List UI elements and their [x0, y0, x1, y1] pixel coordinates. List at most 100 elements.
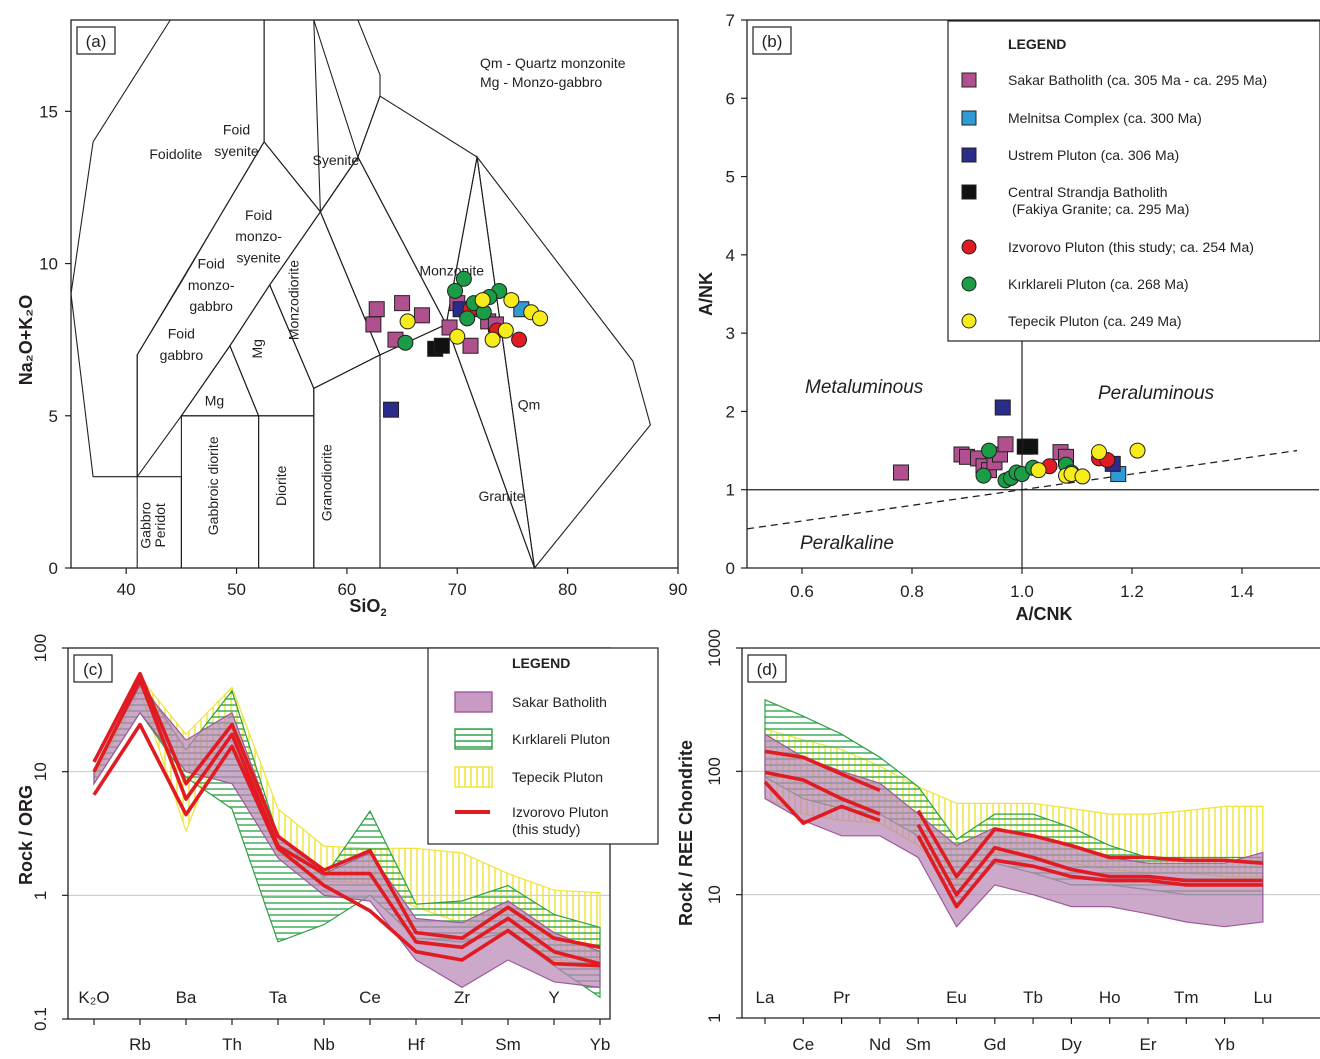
legend-c-item-label2: (this study) — [512, 821, 580, 837]
category-label-top: Y — [548, 988, 559, 1007]
y-tick-label: 10 — [705, 885, 724, 904]
legend-b-item-label: Izvorovo Pluton (this study; ca. 254 Ma) — [1008, 239, 1254, 255]
panel-a-ylabel: Na₂O+K₂O — [16, 295, 36, 386]
y-tick-label: 15 — [39, 102, 58, 121]
legend-b-item-label: Sakar Batholith (ca. 305 Ma - ca. 295 Ma… — [1008, 72, 1267, 88]
data-point-circle — [1129, 442, 1146, 459]
data-point-square — [997, 436, 1014, 453]
data-point-circle — [484, 331, 501, 348]
legend-c-items: Sakar Batholith Kırklareli Pluton Tepecik … — [454, 691, 610, 837]
x-tick-label: 1.2 — [1120, 582, 1144, 601]
panel-d-ticks: 1 10 100 1000 — [705, 629, 1264, 1024]
legend-c-swatch — [454, 728, 493, 750]
y-tick-label: 10 — [31, 762, 50, 781]
panel-c-izvorovo-lines — [92, 671, 601, 968]
data-point-square — [413, 307, 430, 324]
panel-b-acnk-diagram: 0.6 0.8 1.0 1.2 1.4 0 1 2 3 4 5 6 7 (b) Metaluminous… — [696, 11, 1320, 624]
tas-field-label: Foid — [223, 122, 250, 138]
panel-d-ylabel: Rock / REE Chondrite — [676, 740, 696, 926]
legend-c-swatch — [454, 691, 493, 713]
y-tick-label: 5 — [726, 168, 735, 187]
category-label-top: Ce — [359, 988, 381, 1007]
y-tick-label: 0.1 — [31, 1007, 50, 1031]
izvorovo-line — [92, 671, 601, 950]
data-point-circle — [447, 282, 464, 299]
category-label-bottom: Sm — [905, 1035, 931, 1054]
data-point-square — [365, 316, 382, 333]
legend-b-swatch — [961, 110, 977, 126]
y-tick-label: 7 — [726, 11, 735, 30]
legend-c-item-label: Izvorovo Pluton — [512, 804, 609, 820]
category-label-bottom: Nd — [869, 1035, 891, 1054]
legend-b-title: LEGEND — [1008, 36, 1066, 52]
data-point-square — [394, 295, 411, 312]
panel-b-label: (b) — [762, 32, 783, 51]
legend-c-item-label: Sakar Batholith — [512, 694, 607, 710]
data-point-circle — [399, 313, 416, 330]
x-tick-label: 0.6 — [790, 582, 814, 601]
panel-a-frame — [70, 19, 679, 569]
band-sakar-batholith — [764, 733, 1264, 928]
izvorovo-line — [764, 749, 881, 793]
reference-line-dashed — [747, 449, 1298, 530]
data-point-circle — [503, 292, 520, 309]
legend-b-item-label: Tepecik Pluton (ca. 249 Ma) — [1008, 313, 1182, 329]
y-tick-label: 4 — [726, 246, 735, 265]
panel-d-category-labels: La Pr Eu Tb Ho Tm Lu Ce Nd Sm Gd Dy Er Yb — [756, 988, 1273, 1054]
tas-field-label: Foid — [245, 207, 272, 223]
data-point-square — [383, 401, 400, 418]
category-label-top: K₂O — [78, 988, 109, 1007]
panel-a-note-2: Mg - Monzo-gabbro — [480, 74, 602, 90]
y-tick-label: 1 — [31, 891, 50, 900]
data-point-square — [433, 337, 450, 354]
panel-a-label-box — [76, 26, 116, 55]
x-tick-label: 1.4 — [1230, 582, 1254, 601]
x-tick-label: 60 — [337, 580, 356, 599]
tas-field-label: Granite — [478, 488, 524, 504]
category-label-bottom: Yb — [590, 1035, 611, 1054]
x-tick-label: 90 — [669, 580, 688, 599]
panel-a-xlabel-main: SiO — [349, 596, 380, 616]
category-label-top: Tm — [1174, 988, 1199, 1007]
legend-b-swatch — [961, 147, 977, 163]
category-label-bottom: Sm — [495, 1035, 521, 1054]
tas-field-labels: Foidolite Foid syenite Syenite Foid monzo-sye… — [137, 122, 540, 549]
y-tick-label: 1 — [705, 1013, 724, 1022]
x-tick-label: 0.8 — [900, 582, 924, 601]
panel-c-ticks: 0.1 1 10 100 — [31, 634, 601, 1031]
panel-c-ylabel: Rock / ORG — [16, 785, 36, 885]
legend-b-swatch — [961, 276, 977, 292]
legend-b-item-label: Ustrem Pluton (ca. 306 Ma) — [1008, 147, 1179, 163]
panel-b-xlabel: A/CNK — [1016, 604, 1073, 624]
panel-d-label-box — [747, 654, 787, 683]
panel-c-label: (c) — [83, 660, 103, 679]
data-point-circle — [1030, 462, 1047, 479]
legend-b-swatch — [961, 313, 977, 329]
tas-field-polygon — [379, 323, 536, 569]
y-tick-label: 5 — [49, 407, 58, 426]
category-label-top: Eu — [946, 988, 967, 1007]
legend-b-swatch — [961, 72, 977, 88]
category-label-bottom: Gd — [983, 1035, 1006, 1054]
legend-c-item-label: Tepecik Pluton — [512, 769, 603, 785]
panel-a-points — [365, 270, 549, 418]
data-point-circle — [1074, 468, 1091, 485]
data-point-square — [1022, 438, 1039, 455]
data-point-square — [893, 464, 909, 481]
data-point-square — [368, 301, 385, 318]
tas-field-label: Monzonite — [419, 263, 484, 279]
data-point-circle — [459, 310, 476, 327]
panel-d-izvorovo-lines — [763, 749, 1264, 909]
tas-field-label: monzo- — [235, 228, 282, 244]
panel-d-bands — [764, 698, 1264, 928]
category-label-top: Ho — [1099, 988, 1121, 1007]
category-label-bottom: Nb — [313, 1035, 335, 1054]
tas-field-label: Gabbroic diorite — [205, 436, 221, 535]
panel-a-label: (a) — [86, 32, 107, 51]
category-label-top: Tb — [1023, 988, 1043, 1007]
tas-field-label: Foidolite — [149, 146, 202, 162]
data-point-circle — [455, 270, 472, 287]
panel-c-spider-diagram: 0.1 1 10 100 K₂O Ba Ta Ce Zr Y Rb Th Nb Hf Sm Yb (c) R… — [16, 634, 659, 1054]
data-point-circle — [981, 442, 997, 459]
region-metaluminous: Metaluminous — [805, 377, 924, 398]
